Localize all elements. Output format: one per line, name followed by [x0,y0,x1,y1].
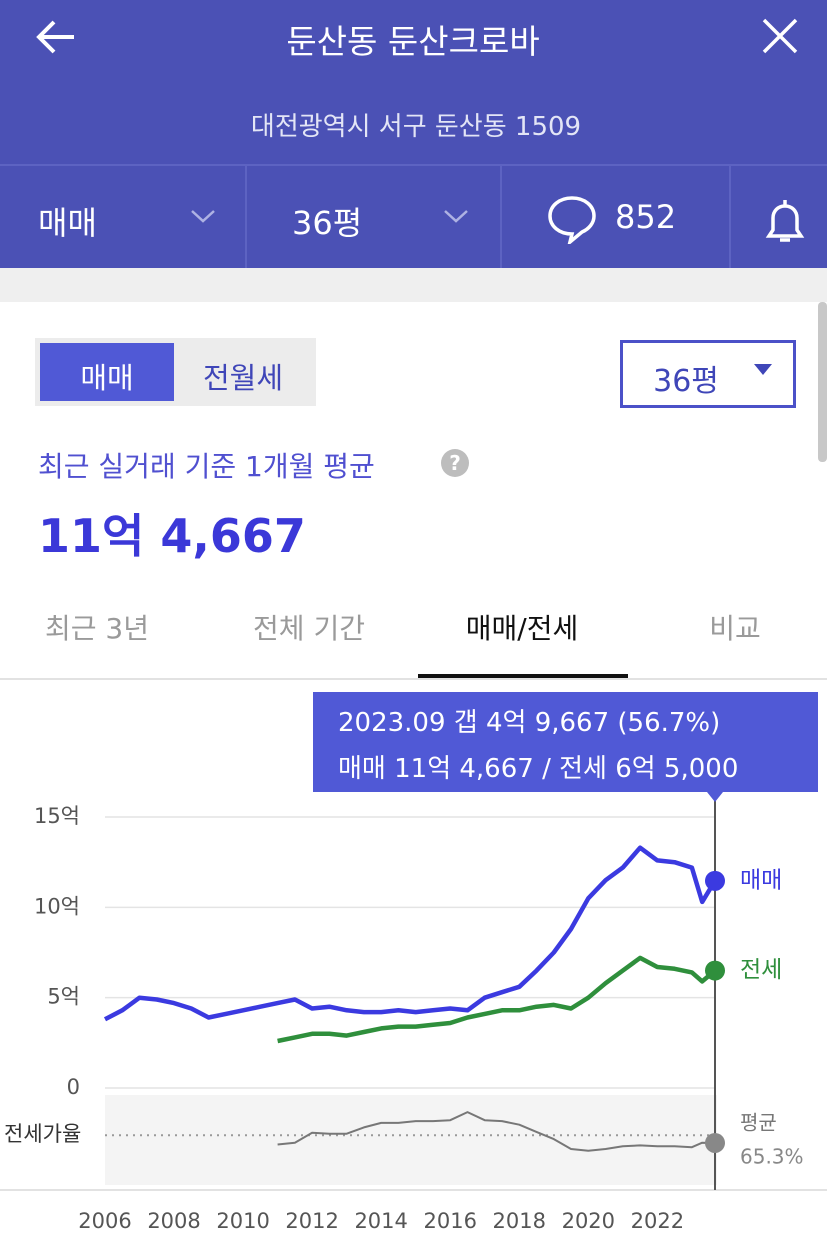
scrollbar [818,302,827,462]
tooltip: 2023.09 갭 4억 9,667 (56.7%) 매매 11억 4,667 … [313,692,818,792]
end-point [705,960,725,981]
dropdown-arrow [754,364,772,375]
average-price: 11억 4,667 [38,509,306,563]
close-button[interactable] [760,16,800,56]
x-tick-label: 2018 [493,1209,546,1233]
toggle-active[interactable] [40,343,174,401]
comment-icon[interactable] [546,194,598,244]
tooltip-pointer [707,792,723,802]
tab[interactable]: 비교 [709,612,761,645]
x-tick-label: 2022 [631,1209,684,1233]
tab-underline [418,674,628,678]
average-value: 65.3% [740,1145,804,1169]
x-tick-label: 2006 [78,1209,131,1233]
toggle-label[interactable]: 전월세 [202,361,284,395]
chevron [444,210,468,223]
divider [0,164,827,166]
average-caption: 최근 실거래 기준 1개월 평균 [38,450,375,483]
title: 둔산동 둔산크로바 [286,22,540,61]
x-tick-label: 2010 [216,1209,269,1233]
x-tick-label: 2016 [423,1209,476,1233]
divider [245,166,247,268]
address: 대전광역시 서구 둔산동 1509 [250,112,582,142]
divider [500,166,502,268]
series-line [277,1111,716,1152]
tab[interactable]: 전체 기간 [253,612,365,645]
x-tick-label: 2008 [147,1209,200,1233]
chevron [191,210,215,223]
series-label: 매매 [740,867,782,893]
spacer [0,268,827,302]
size-dropdown[interactable] [620,340,796,408]
ratio-label: 전세가율 [4,1122,81,1146]
tooltip-line: 2023.09 갭 4억 9,667 (56.7%) [338,708,721,738]
bell-icon[interactable] [762,196,808,246]
toggle-label[interactable]: 매매 [80,361,134,395]
size-dropdown-label[interactable]: 36평 [653,364,719,399]
end-point [705,870,725,891]
end-point [705,1132,725,1153]
tab[interactable]: 최근 3년 [45,612,149,645]
trade-type-select[interactable]: 매매 [38,204,97,242]
comment-count[interactable]: 852 [615,198,677,236]
series-line [277,955,717,1044]
y-tick-label: 15억 [34,804,80,828]
back-button[interactable] [30,14,80,60]
series-label: 전세 [740,957,782,983]
help-icon[interactable]: ? [441,449,469,477]
x-tick-label: 2012 [285,1209,338,1233]
y-tick-label: 0 [67,1075,80,1099]
x-tick-label: 2020 [562,1209,615,1233]
x-tick-label: 2014 [354,1209,407,1233]
header: 둔산동 둔산크로바 대전광역시 서구 둔산동 1509 매매 36평 852 [0,0,827,268]
average-title: 평균 [740,1111,777,1135]
series-line [103,845,717,1022]
tab-active[interactable]: 매매/전세 [465,612,579,645]
ratio-panel [105,1095,717,1185]
tab-divider [0,678,827,680]
y-tick-label: 10억 [34,894,80,918]
size-select[interactable]: 36평 [292,204,363,242]
divider [729,166,731,268]
y-tick-label: 5억 [47,985,80,1009]
tooltip-line: 매매 11억 4,667 / 전세 6억 5,000 [338,754,739,784]
